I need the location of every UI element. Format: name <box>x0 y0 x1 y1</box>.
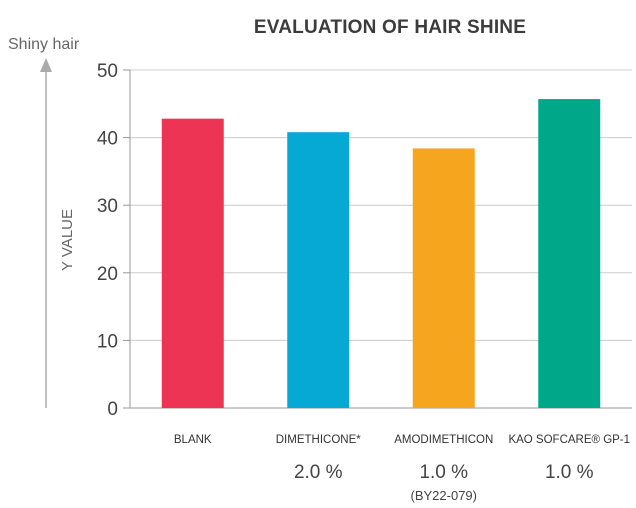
x-tick-label: KAO SOFCARE® GP-1 <box>508 434 630 446</box>
note-label: (BY22-079) <box>411 488 477 503</box>
direction-label: Shiny hair <box>8 36 80 53</box>
up-arrow-icon <box>40 58 52 408</box>
x-tick-label: AMODIMETHICON <box>394 434 493 446</box>
concentration-label: 1.0 % <box>545 462 594 483</box>
y-tick-label: 20 <box>97 264 118 285</box>
bar <box>161 118 224 408</box>
bar <box>412 148 475 408</box>
y-tick-label: 30 <box>97 196 118 217</box>
y-axis-label: Y VALUE <box>59 209 76 271</box>
note-labels: (BY22-079) <box>411 488 477 503</box>
y-tick-label: 10 <box>97 331 118 352</box>
x-tick-label: BLANK <box>174 434 212 446</box>
y-tick-labels: 0 10 20 30 40 50 <box>97 61 118 420</box>
bar <box>538 99 601 409</box>
bars <box>161 99 601 409</box>
concentration-labels: 2.0 % 1.0 % 1.0 % <box>294 462 594 483</box>
y-tick-label: 50 <box>97 61 118 82</box>
concentration-label: 2.0 % <box>294 462 343 483</box>
chart-title: EVALUATION OF HAIR SHINE <box>254 17 526 38</box>
x-tick-labels: BLANK DIMETHICONE* AMODIMETHICON KAO SOFCAR… <box>174 434 630 446</box>
y-tick-label: 0 <box>107 399 118 420</box>
y-tick-label: 40 <box>97 129 118 150</box>
bar <box>287 132 350 408</box>
concentration-label: 1.0 % <box>419 462 468 483</box>
x-tick-label: DIMETHICONE* <box>276 434 362 446</box>
